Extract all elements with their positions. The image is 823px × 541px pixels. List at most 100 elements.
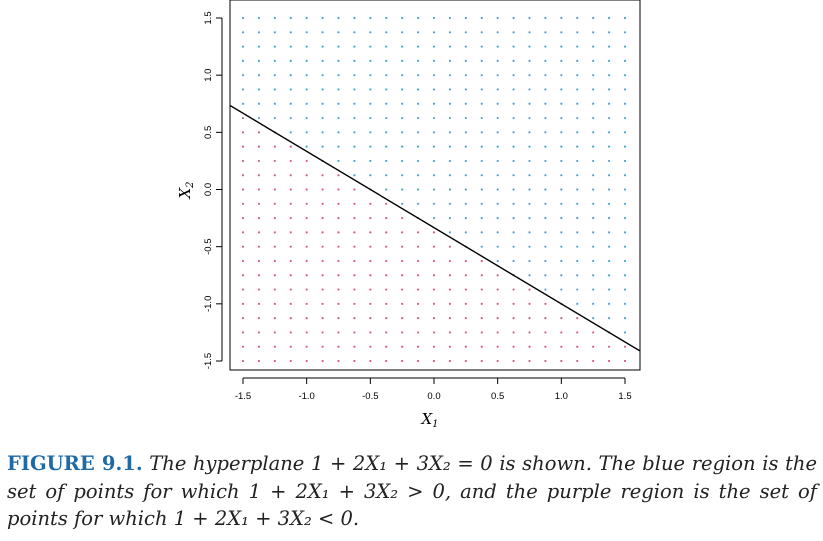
grid-point xyxy=(353,188,356,191)
grid-point xyxy=(305,174,308,177)
grid-point xyxy=(544,131,547,134)
grid-point xyxy=(273,317,276,320)
grid-point xyxy=(464,116,467,120)
grid-point xyxy=(448,116,452,120)
grid-point xyxy=(576,231,579,234)
grid-point xyxy=(305,202,308,205)
grid-point xyxy=(257,102,261,105)
grid-point xyxy=(401,188,404,191)
grid-point xyxy=(321,174,324,177)
hyperplane-line xyxy=(230,104,640,352)
grid-point xyxy=(289,188,292,191)
grid-point xyxy=(560,59,563,62)
grid-point xyxy=(337,174,340,177)
grid-point xyxy=(385,188,388,191)
grid-point xyxy=(321,188,324,191)
grid-point xyxy=(305,245,308,248)
grid-point xyxy=(353,116,356,120)
grid-point xyxy=(496,74,499,77)
grid-point xyxy=(273,116,276,120)
grid-point xyxy=(401,131,404,134)
grid-point xyxy=(401,102,404,105)
grid-point xyxy=(560,231,563,234)
grid-point xyxy=(464,16,467,20)
grid-point xyxy=(337,331,340,334)
grid-point xyxy=(576,45,579,48)
grid-point xyxy=(623,45,627,48)
grid-point xyxy=(337,359,340,363)
grid-point xyxy=(369,174,372,177)
grid-point xyxy=(607,74,611,77)
grid-point xyxy=(353,74,356,77)
grid-point xyxy=(337,88,340,91)
grid-point xyxy=(576,31,579,34)
grid-point xyxy=(623,317,627,320)
grid-point xyxy=(369,102,372,105)
grid-point xyxy=(401,59,404,62)
grid-point xyxy=(257,345,261,348)
grid-point xyxy=(528,288,531,291)
grid-point xyxy=(257,302,261,305)
grid-point xyxy=(496,259,499,263)
grid-point xyxy=(496,59,499,62)
grid-point xyxy=(623,231,627,234)
grid-point xyxy=(385,88,388,91)
grid-point xyxy=(448,317,452,320)
grid-point xyxy=(241,116,245,120)
grid-point xyxy=(607,174,611,177)
grid-point xyxy=(305,145,308,148)
grid-point xyxy=(321,274,324,277)
grid-point xyxy=(528,188,531,191)
grid-point xyxy=(385,59,388,62)
grid-point xyxy=(385,74,388,77)
grid-point xyxy=(464,31,467,34)
grid-point xyxy=(321,31,324,34)
grid-point xyxy=(369,274,372,277)
grid-point xyxy=(512,16,515,20)
grid-point xyxy=(289,302,292,305)
grid-point xyxy=(321,102,324,105)
grid-point xyxy=(623,302,627,305)
grid-point xyxy=(496,102,499,105)
grid-point xyxy=(401,174,404,177)
grid-point xyxy=(353,59,356,62)
grid-point xyxy=(273,188,276,191)
grid-point xyxy=(432,231,436,234)
grid-point xyxy=(496,331,499,334)
grid-point xyxy=(544,59,547,62)
grid-point xyxy=(321,317,324,320)
grid-point xyxy=(512,59,515,62)
grid-point xyxy=(592,202,595,205)
grid-point xyxy=(385,145,388,148)
grid-point xyxy=(401,116,404,120)
grid-point xyxy=(416,345,420,348)
grid-point xyxy=(353,274,356,277)
grid-point xyxy=(496,16,499,20)
grid-point xyxy=(544,331,547,334)
grid-point xyxy=(512,74,515,77)
grid-point xyxy=(432,288,436,291)
grid-point xyxy=(353,145,356,148)
grid-point xyxy=(353,231,356,234)
y-tick-label: 1.5 xyxy=(203,11,214,24)
grid-point xyxy=(448,174,452,177)
grid-point xyxy=(448,45,452,48)
grid-point xyxy=(416,31,420,34)
grid-point xyxy=(416,202,420,205)
grid-point xyxy=(257,174,261,177)
grid-point xyxy=(385,231,388,234)
grid-point xyxy=(464,317,467,320)
grid-point xyxy=(257,216,261,220)
grid-point xyxy=(385,202,388,205)
grid-point xyxy=(321,231,324,234)
grid-point xyxy=(528,259,531,263)
grid-point xyxy=(496,45,499,48)
grid-point xyxy=(416,274,420,277)
grid-point xyxy=(528,74,531,77)
grid-point xyxy=(528,31,531,34)
grid-point xyxy=(385,345,388,348)
grid-point xyxy=(464,216,467,220)
grid-point xyxy=(623,88,627,91)
grid-point xyxy=(576,259,579,263)
grid-point xyxy=(560,116,563,120)
